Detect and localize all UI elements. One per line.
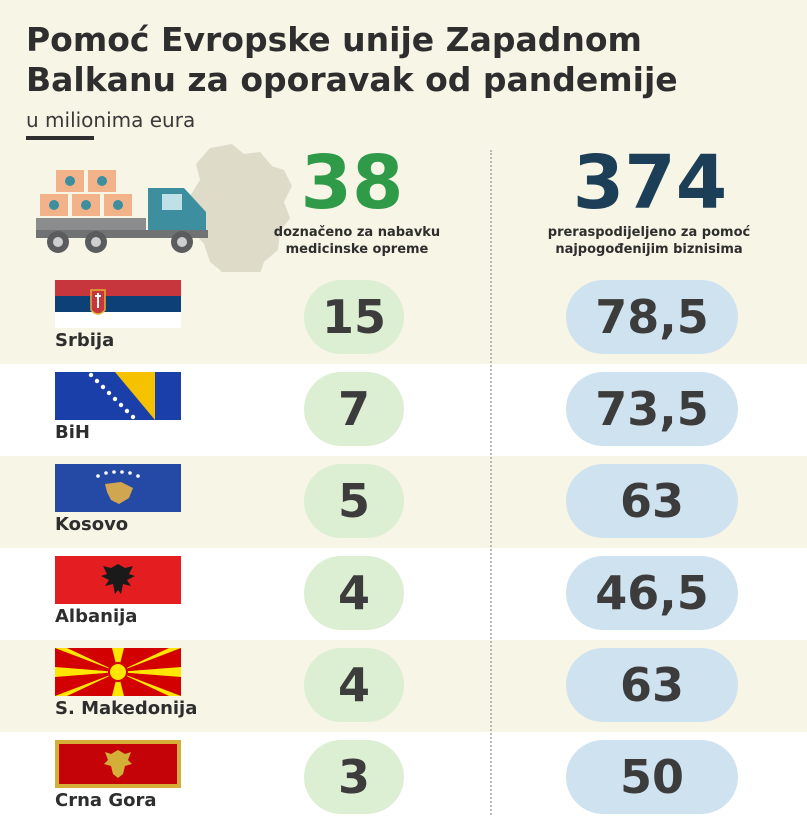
serbia-flag-icon xyxy=(55,280,181,328)
column-divider xyxy=(490,150,492,815)
delivery-truck-icon xyxy=(36,170,208,253)
total-business-label: preraspodijeljeno za pomoć najpogođeniji… xyxy=(547,225,751,257)
table-row: Crna Gora 3 50 xyxy=(0,732,807,824)
total-business: 374 xyxy=(572,140,728,226)
medical-value: 5 xyxy=(304,464,404,538)
western-balkans-map-icon xyxy=(190,144,292,292)
table-row: S. Makedonija 4 63 xyxy=(0,640,807,732)
subtitle: u milionima eura xyxy=(26,108,196,132)
country-label: Albanija xyxy=(55,606,138,627)
business-value: 63 xyxy=(566,464,738,538)
country-label: BiH xyxy=(55,422,90,443)
business-value: 50 xyxy=(566,740,738,814)
montenegro-flag-icon xyxy=(55,740,181,788)
table-row: Kosovo 5 63 xyxy=(0,456,807,548)
bottom-margin xyxy=(0,816,807,825)
country-label: S. Makedonija xyxy=(55,698,198,719)
country-label: Kosovo xyxy=(55,514,129,535)
medical-value: 15 xyxy=(304,280,404,354)
page-title: Pomoć Evropske unije Zapadnom Balkanu za… xyxy=(26,20,678,99)
country-label: Srbija xyxy=(55,330,115,351)
table-row: BiH 7 73,5 xyxy=(0,364,807,456)
business-value: 73,5 xyxy=(566,372,738,446)
country-label: Crna Gora xyxy=(55,790,157,811)
business-value: 63 xyxy=(566,648,738,722)
table-row: Srbija 15 78,5 xyxy=(0,272,807,364)
kosovo-flag-icon xyxy=(55,464,181,512)
business-value: 46,5 xyxy=(566,556,738,630)
bosnia-flag-icon xyxy=(55,372,181,420)
table-row: Albanija 4 46,5 xyxy=(0,548,807,640)
subtitle-underline xyxy=(26,136,94,140)
medical-value: 3 xyxy=(304,740,404,814)
total-medical-label: doznačeno za nabavku medicinske opreme xyxy=(273,225,441,257)
north-macedonia-flag-icon xyxy=(55,648,181,696)
medical-value: 7 xyxy=(304,372,404,446)
albania-flag-icon xyxy=(55,556,181,604)
total-medical: 38 xyxy=(300,140,404,226)
medical-value: 4 xyxy=(304,556,404,630)
medical-value: 4 xyxy=(304,648,404,722)
business-value: 78,5 xyxy=(566,280,738,354)
